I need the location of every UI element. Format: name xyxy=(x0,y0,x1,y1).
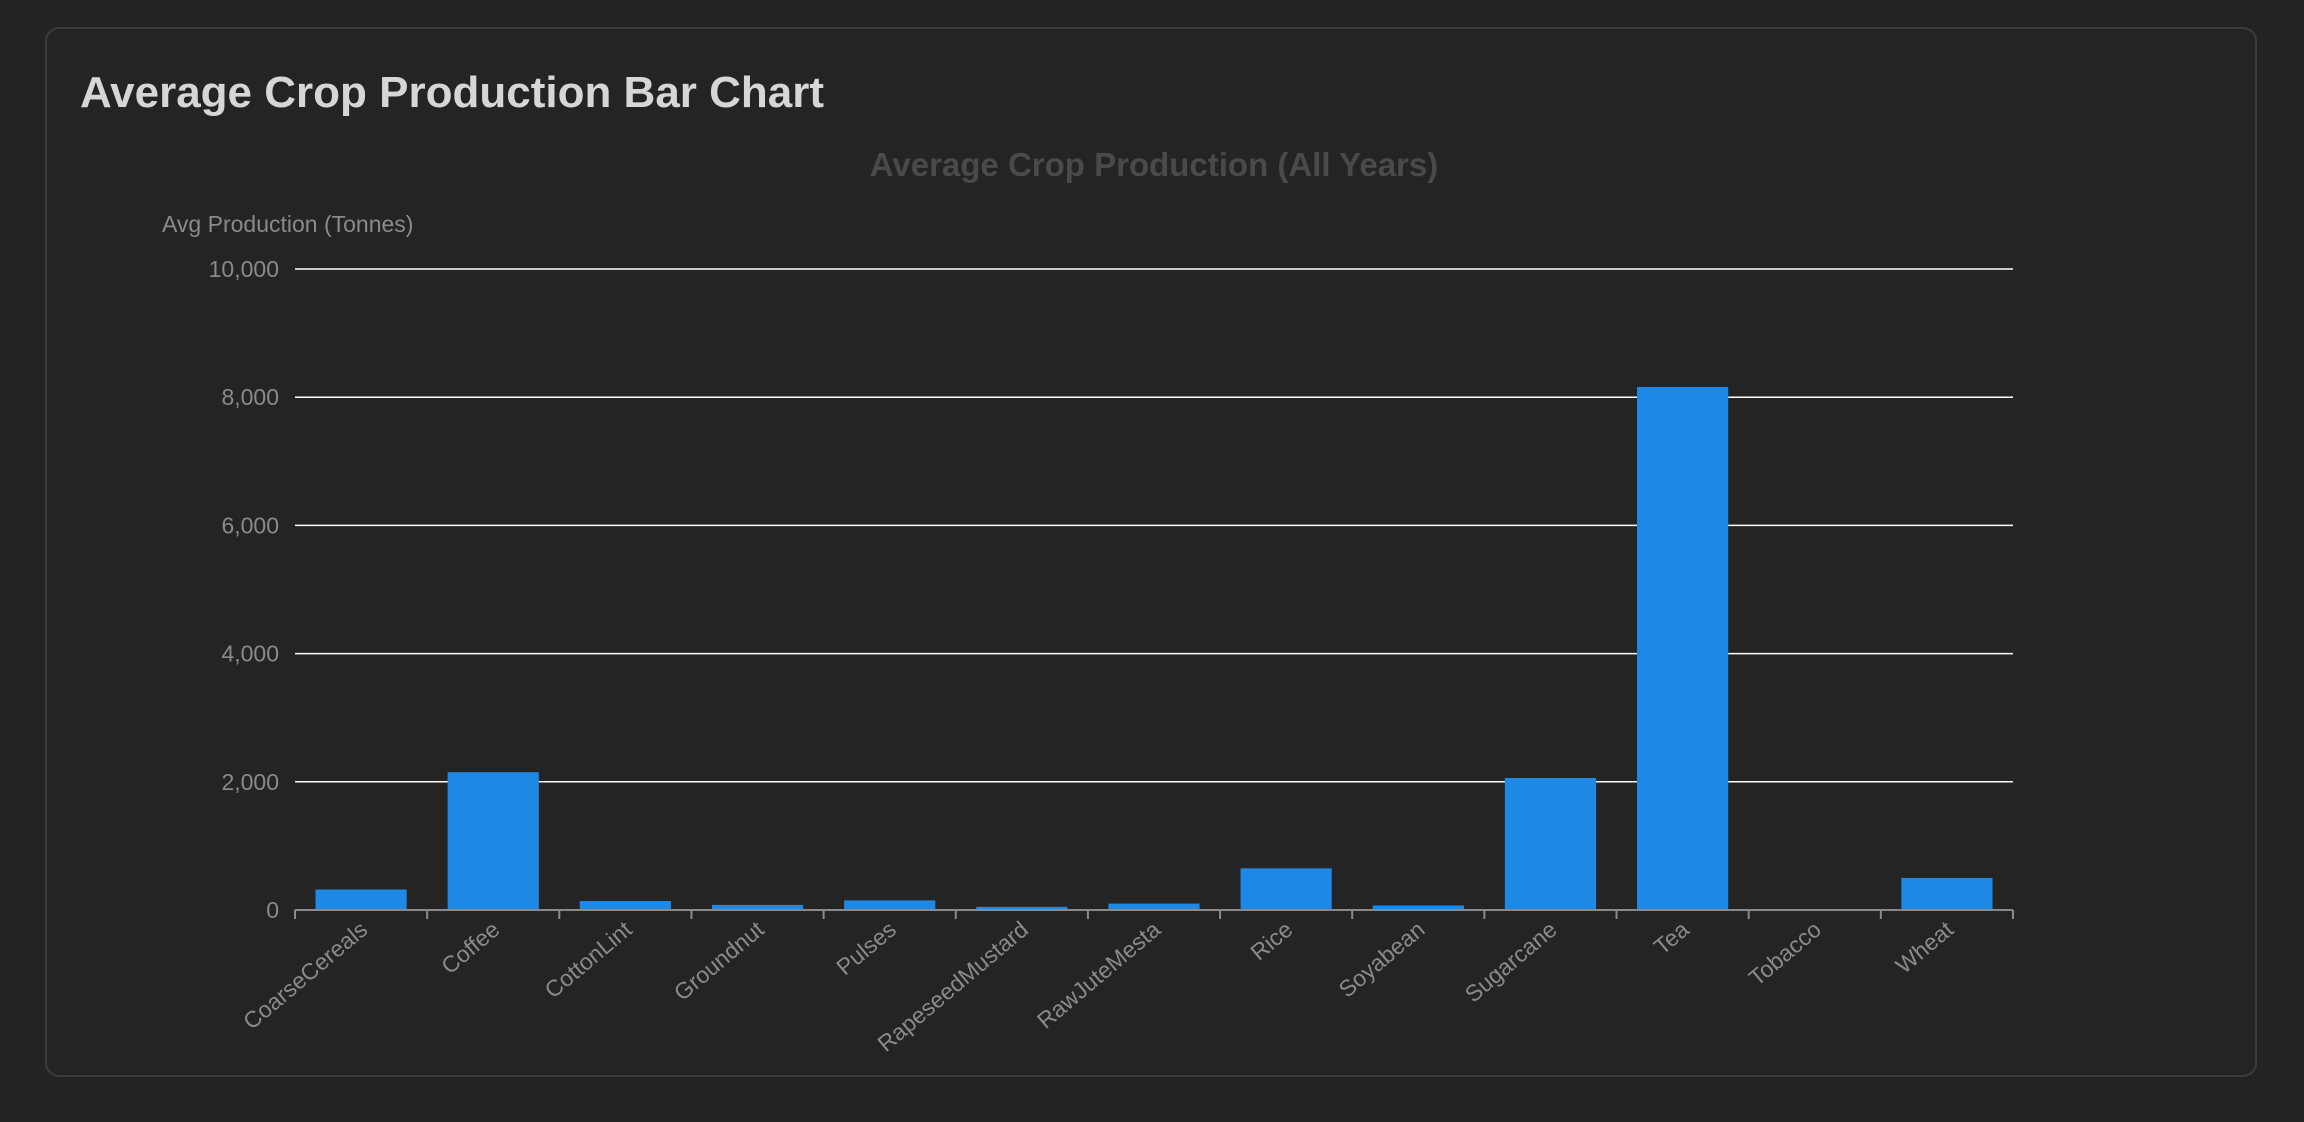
bar[interactable] xyxy=(447,772,539,910)
chart-title: Average Crop Production (All Years) xyxy=(870,146,1438,183)
y-tick-label: 4,000 xyxy=(221,641,279,667)
bars xyxy=(315,386,1993,911)
bar[interactable] xyxy=(315,889,407,910)
x-tick-label: Groundnut xyxy=(669,916,769,1006)
y-tick-label: 8,000 xyxy=(221,384,279,410)
x-tick-label: Coffee xyxy=(436,916,504,979)
x-tick-label: Pulses xyxy=(831,916,901,980)
bar[interactable] xyxy=(1372,905,1464,910)
chart-area: Average Crop Production (All Years) Avg … xyxy=(47,29,2259,1079)
grid-lines xyxy=(295,268,2013,783)
bar[interactable] xyxy=(711,904,804,910)
y-axis-label: Avg Production (Tonnes) xyxy=(162,211,413,237)
y-tick-label: 6,000 xyxy=(221,512,279,538)
x-tick-label: CoarseCereals xyxy=(238,916,372,1035)
x-tick-label: RawJuteMesta xyxy=(1032,916,1165,1034)
x-tick-label: Wheat xyxy=(1890,916,1958,979)
bar[interactable] xyxy=(1637,386,1729,911)
y-tick-label: 0 xyxy=(266,897,279,923)
x-tick-label: CottonLint xyxy=(540,916,637,1004)
bar[interactable] xyxy=(1504,777,1597,910)
x-tick-label: Tobacco xyxy=(1744,916,1826,991)
x-tick-label: Rice xyxy=(1245,916,1297,965)
y-tick-label: 2,000 xyxy=(221,769,279,795)
bar-chart: Average Crop Production (All Years) Avg … xyxy=(162,146,2014,1057)
bar[interactable] xyxy=(976,906,1068,910)
x-axis xyxy=(294,909,2014,919)
bar[interactable] xyxy=(844,900,936,910)
x-tick-label: Soyabean xyxy=(1333,916,1429,1003)
x-tick-label: Sugarcane xyxy=(1460,916,1562,1007)
bar[interactable] xyxy=(1108,903,1200,910)
bar[interactable] xyxy=(1240,868,1332,910)
chart-card: Average Crop Production Bar Chart Averag… xyxy=(45,27,2257,1077)
bar[interactable] xyxy=(1901,877,1993,910)
card-title: Average Crop Production Bar Chart xyxy=(80,68,825,117)
y-tick-label: 10,000 xyxy=(209,256,279,282)
bar[interactable] xyxy=(579,901,671,910)
y-tick-labels: 0 2,000 4,000 6,000 8,000 10,000 xyxy=(209,256,279,923)
x-tick-label: Tea xyxy=(1649,916,1694,960)
x-tick-labels: CoarseCereals Coffee CottonLint Groundnut Pu… xyxy=(238,916,1959,1057)
